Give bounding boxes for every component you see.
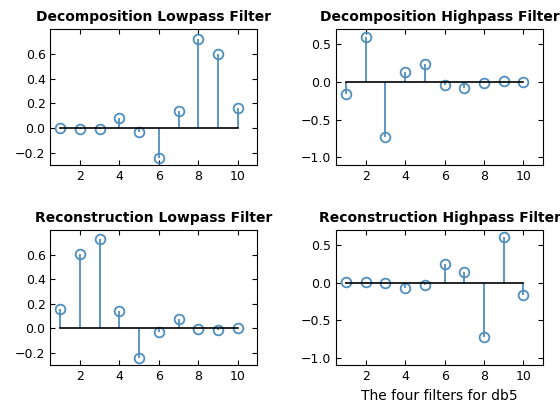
Title: Reconstruction Lowpass Filter: Reconstruction Lowpass Filter bbox=[35, 210, 273, 225]
X-axis label: The four filters for db5: The four filters for db5 bbox=[361, 389, 518, 403]
Title: Decomposition Lowpass Filter: Decomposition Lowpass Filter bbox=[36, 10, 272, 24]
Title: Reconstruction Highpass Filter: Reconstruction Highpass Filter bbox=[319, 210, 560, 225]
Title: Decomposition Highpass Filter: Decomposition Highpass Filter bbox=[320, 10, 559, 24]
